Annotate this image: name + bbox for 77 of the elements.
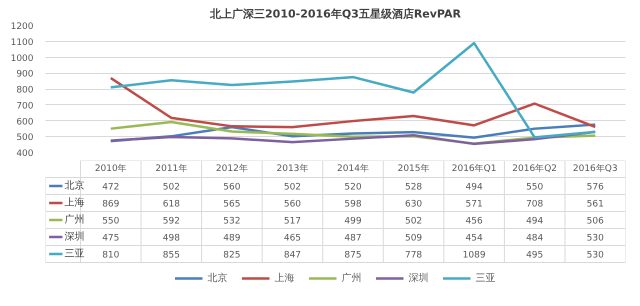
data-label: 530: [586, 234, 604, 244]
data-label: 630: [404, 200, 422, 210]
data-label: 487: [344, 234, 362, 244]
data-label: 560: [284, 200, 302, 210]
x-tick-label: 2016年Q2: [512, 163, 558, 174]
legend-label: 三亚: [64, 248, 84, 260]
data-label: 484: [526, 234, 544, 244]
data-label: 550: [526, 182, 544, 192]
text: 北京: [208, 273, 228, 284]
data-label: 855: [162, 250, 180, 260]
data-label: 498: [162, 234, 180, 244]
data-label: 1089: [462, 250, 486, 260]
data-label: 528: [404, 182, 422, 192]
data-label: 506: [586, 216, 604, 226]
data-label: 618: [162, 200, 180, 210]
data-label: 598: [344, 200, 362, 210]
text: 三亚: [476, 273, 496, 284]
data-label: 571: [466, 200, 483, 210]
x-tick-label: 2011年: [155, 163, 188, 174]
data-label: 472: [102, 182, 120, 192]
legend-label: 北京: [64, 180, 84, 192]
data-label: 592: [162, 216, 180, 226]
y-tick-label: 1100: [10, 38, 34, 48]
legend-label: 广州: [64, 214, 84, 226]
data-label: 494: [466, 182, 483, 192]
x-tick-label: 2016年Q3: [572, 163, 618, 174]
y-tick-label: 800: [16, 86, 34, 96]
legend-label: 上海: [64, 196, 84, 208]
data-label: 454: [466, 234, 483, 244]
data-label: 561: [586, 200, 604, 210]
line-series: [110, 130, 596, 146]
text: 广州: [342, 273, 362, 284]
line-series: [110, 42, 596, 139]
data-label: 475: [102, 234, 120, 244]
x-tick-label: 2014年: [337, 163, 369, 174]
chart-title: 北上广深三2010-2016年Q3五星级酒店RevPAR: [209, 8, 462, 20]
data-label: 502: [162, 182, 180, 192]
data-label: 550: [102, 216, 120, 226]
data-label: 494: [526, 216, 544, 226]
x-tick-label: 2013年: [276, 163, 308, 174]
x-tick-label: 2016年Q1: [452, 163, 496, 174]
data-label: 869: [102, 200, 120, 210]
y-tick-label: 600: [16, 117, 34, 128]
y-tick-label: 700: [16, 101, 34, 112]
data-label: 495: [526, 250, 544, 260]
text: 上海: [274, 273, 294, 284]
data-label: 847: [284, 250, 302, 260]
y-tick-label: 400: [16, 149, 34, 159]
data-label: 565: [223, 200, 240, 210]
data-label: 502: [284, 182, 302, 192]
data-label: 778: [404, 250, 422, 260]
data-label: 560: [223, 182, 241, 192]
data-label: 708: [526, 200, 544, 210]
y-tick-label: 500: [16, 133, 34, 144]
data-label: 456: [466, 216, 483, 226]
data-label: 532: [223, 216, 240, 226]
data-label: 502: [404, 216, 422, 226]
data-label: 465: [284, 234, 302, 244]
data-label: 489: [223, 234, 241, 244]
data-label: 517: [284, 216, 302, 226]
x-tick-label: 2012年: [216, 163, 248, 174]
y-tick-label: 1200: [10, 22, 34, 32]
line-series: [110, 76, 596, 128]
legend-label: 深圳: [64, 230, 84, 242]
y-tick-label: 1000: [10, 54, 34, 64]
data-label: 530: [586, 250, 604, 260]
x-tick-label: 2015年: [398, 163, 430, 174]
data-label: 825: [223, 250, 240, 260]
x-tick-label: 2010年: [94, 163, 127, 174]
data-label: 509: [404, 234, 422, 244]
data-label: 499: [344, 216, 362, 226]
data-label: 810: [102, 250, 120, 260]
y-tick-label: 900: [16, 70, 34, 80]
data-label: 520: [344, 182, 362, 192]
data-label: 576: [586, 182, 604, 192]
data-label: 875: [344, 250, 362, 260]
text: 深圳: [408, 273, 428, 284]
